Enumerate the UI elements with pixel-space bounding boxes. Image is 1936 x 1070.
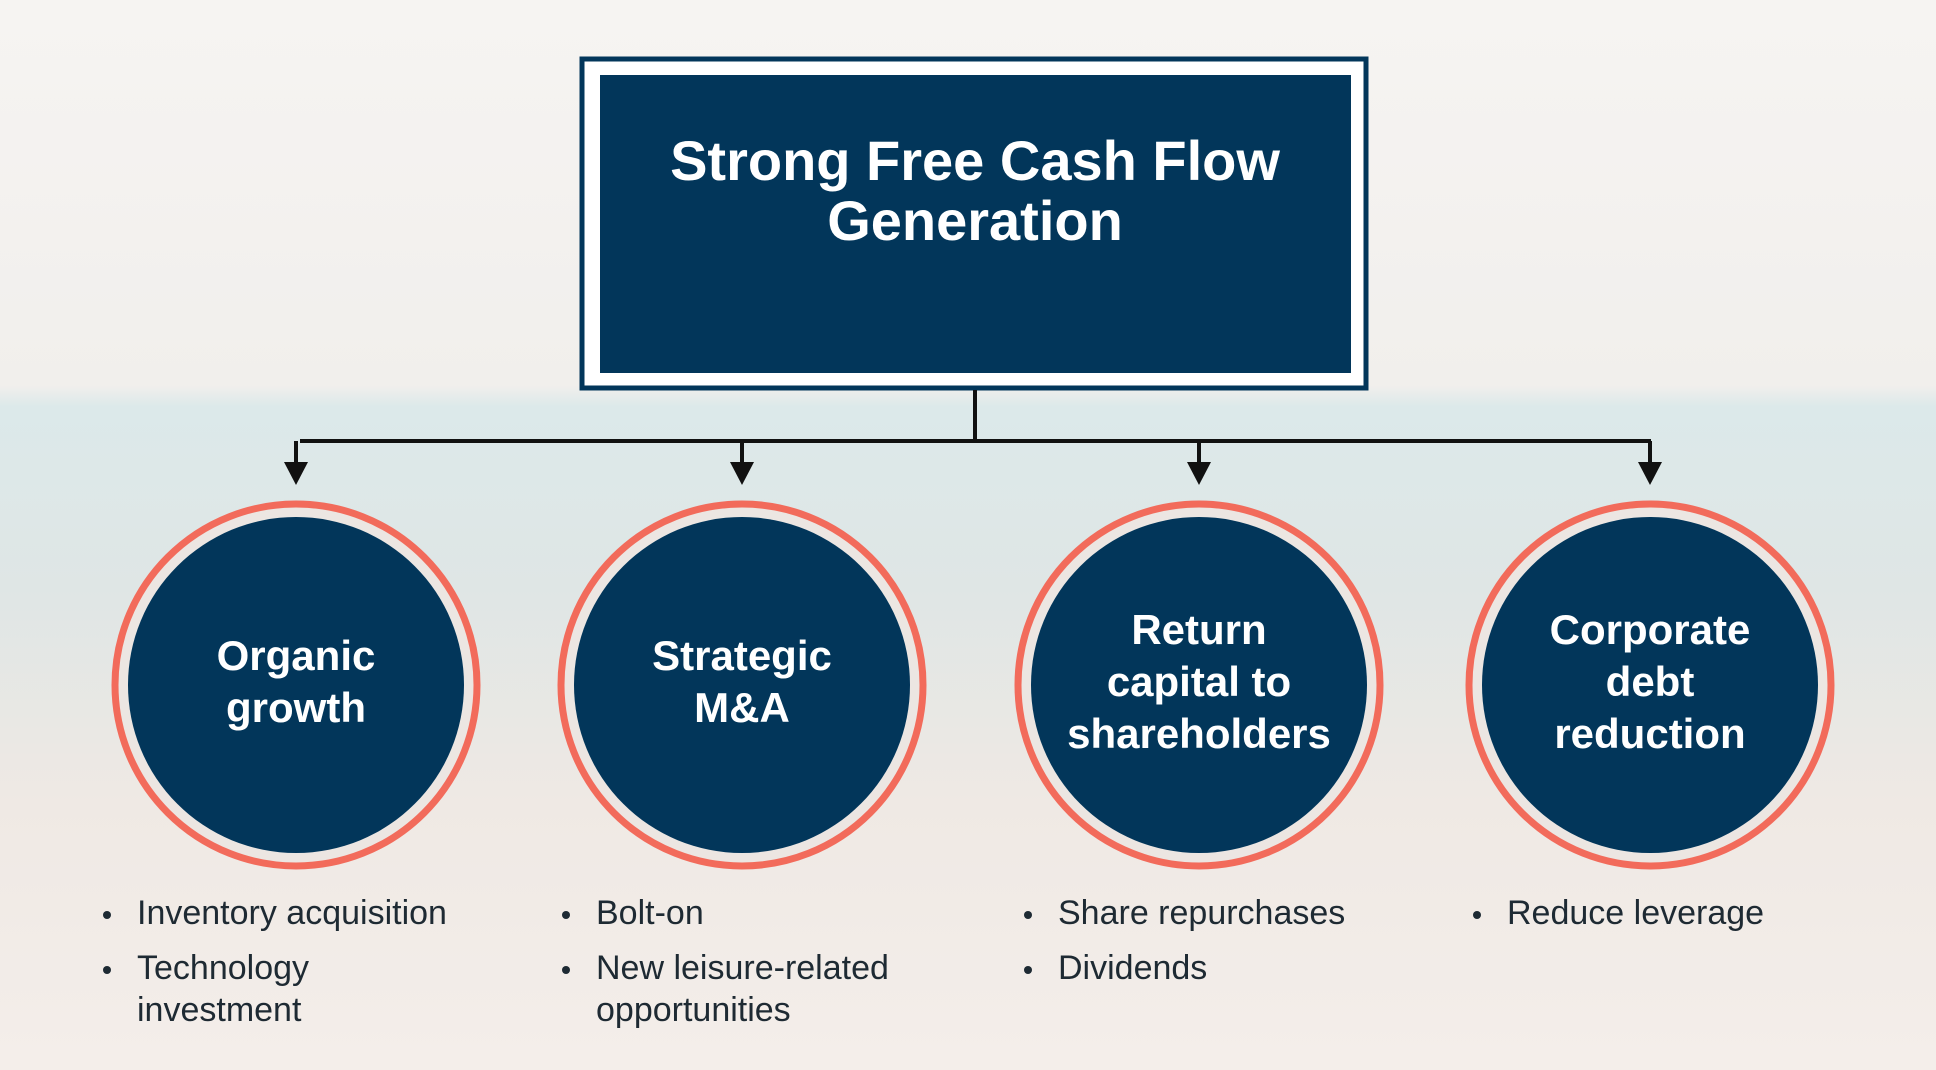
bullet-dot: [1024, 966, 1032, 974]
bullet-text: Dividends: [1058, 949, 1207, 987]
node-label: Corporate: [1550, 606, 1751, 653]
node-label: Return: [1131, 606, 1266, 653]
arrow-head: [1638, 462, 1662, 485]
node-label: reduction: [1554, 710, 1745, 757]
bullet-text: investment: [137, 991, 302, 1029]
node-circle: [574, 517, 910, 853]
title-line: Generation: [827, 189, 1123, 252]
bullet-text: Technology: [137, 949, 309, 987]
arrow-head: [730, 462, 754, 485]
bullet-text: Share repurchases: [1058, 894, 1345, 932]
bullet-text: Reduce leverage: [1507, 894, 1764, 932]
bullet-dot: [103, 966, 111, 974]
node-label: Strategic: [652, 632, 832, 679]
arrow-head: [1187, 462, 1211, 485]
bullet-text: New leisure-related: [596, 949, 889, 987]
bullet-dot: [1024, 911, 1032, 919]
bullet-text: Bolt-on: [596, 894, 704, 932]
title-line: Strong Free Cash Flow: [670, 129, 1280, 192]
node-label: debt: [1606, 658, 1695, 705]
node-circle: [1482, 517, 1818, 853]
node-label: shareholders: [1067, 710, 1331, 757]
connectors: [300, 390, 1651, 443]
bullet-text: Inventory acquisition: [137, 894, 447, 932]
bullet-dot: [562, 911, 570, 919]
node-label: growth: [226, 684, 366, 731]
node-circle: [128, 517, 464, 853]
node-label: M&A: [694, 684, 790, 731]
arrow-head: [284, 462, 308, 485]
bullet-dot: [1473, 911, 1481, 919]
node-label: capital to: [1107, 658, 1291, 705]
node-circle: [1031, 517, 1367, 853]
bullet-dot: [562, 966, 570, 974]
title-box: [600, 75, 1351, 373]
bullet-dot: [103, 911, 111, 919]
bullet-text: opportunities: [596, 991, 791, 1029]
node-label: Organic: [217, 632, 376, 679]
